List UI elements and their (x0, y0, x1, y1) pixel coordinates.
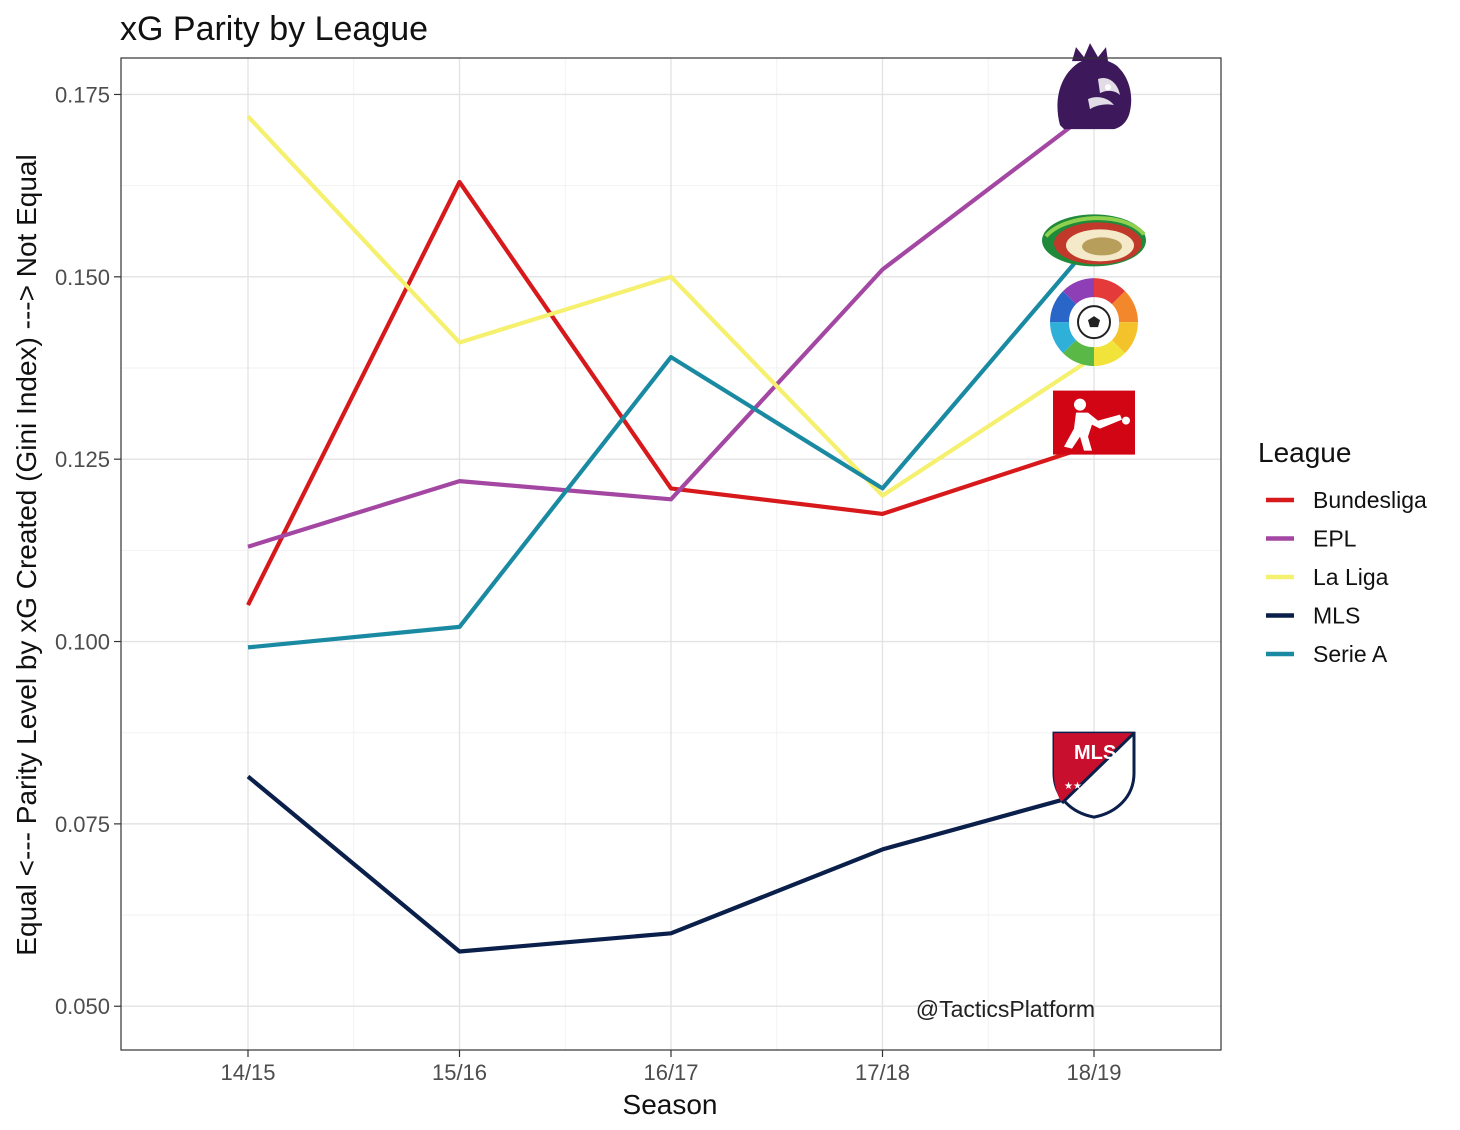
legend-title: League (1258, 437, 1351, 468)
series-lines (246, 107, 1096, 954)
legend: League Bundesliga EPL La Liga MLS Serie A (1258, 437, 1427, 667)
y-tick-label: 0.150 (55, 265, 110, 290)
chart-title: xG Parity by League (120, 10, 428, 48)
laliga-logo (1050, 278, 1138, 367)
x-tick-label: 18/19 (1066, 1060, 1121, 1085)
series-line-mls (246, 774, 1095, 954)
svg-text:★★★: ★★★ (1064, 781, 1091, 792)
legend-label: Bundesliga (1313, 487, 1427, 513)
y-axis: 0.050 0.075 0.100 0.125 0.150 0.175 (55, 82, 121, 1019)
series-line-bundesliga (246, 179, 1095, 607)
league-logos: MLS ★★★ (1042, 43, 1146, 819)
y-tick-label: 0.125 (55, 447, 110, 472)
legend-item-serie-a: Serie A (1266, 641, 1388, 667)
svg-text:MLS: MLS (1074, 742, 1116, 764)
y-tick-label: 0.175 (55, 82, 110, 107)
y-tick-label: 0.100 (55, 630, 110, 655)
x-axis-title: Season (623, 1089, 718, 1120)
mls-logo: MLS ★★★ (1052, 731, 1136, 819)
y-tick-label: 0.075 (55, 812, 110, 837)
gridlines (121, 58, 1221, 1050)
x-axis: 14/15 15/16 16/17 17/18 18/19 (220, 1050, 1122, 1085)
premier-league-logo (1057, 43, 1132, 130)
credit-annotation: @TacticsPlatform (916, 996, 1095, 1022)
legend-label: La Liga (1313, 564, 1389, 590)
series-line-la-liga (246, 114, 1096, 498)
series-line-serie-a (247, 239, 1096, 650)
y-tick-label: 0.050 (55, 994, 110, 1019)
x-tick-label: 16/17 (643, 1060, 698, 1085)
x-tick-label: 15/16 (432, 1060, 487, 1085)
bundesliga-logo (1053, 390, 1135, 455)
serie-a-logo (1042, 214, 1146, 267)
legend-label: Serie A (1313, 641, 1388, 667)
legend-label: EPL (1313, 526, 1357, 552)
series-line-epl (247, 107, 1096, 549)
x-tick-label: 17/18 (855, 1060, 910, 1085)
legend-item-epl: EPL (1266, 526, 1357, 552)
y-axis-title: Equal <--- Parity Level by xG Created (G… (11, 154, 42, 955)
legend-label: MLS (1313, 603, 1360, 629)
legend-item-la-liga: La Liga (1266, 564, 1389, 590)
x-tick-label: 14/15 (220, 1060, 275, 1085)
legend-item-mls: MLS (1266, 603, 1360, 629)
legend-item-bundesliga: Bundesliga (1266, 487, 1427, 513)
